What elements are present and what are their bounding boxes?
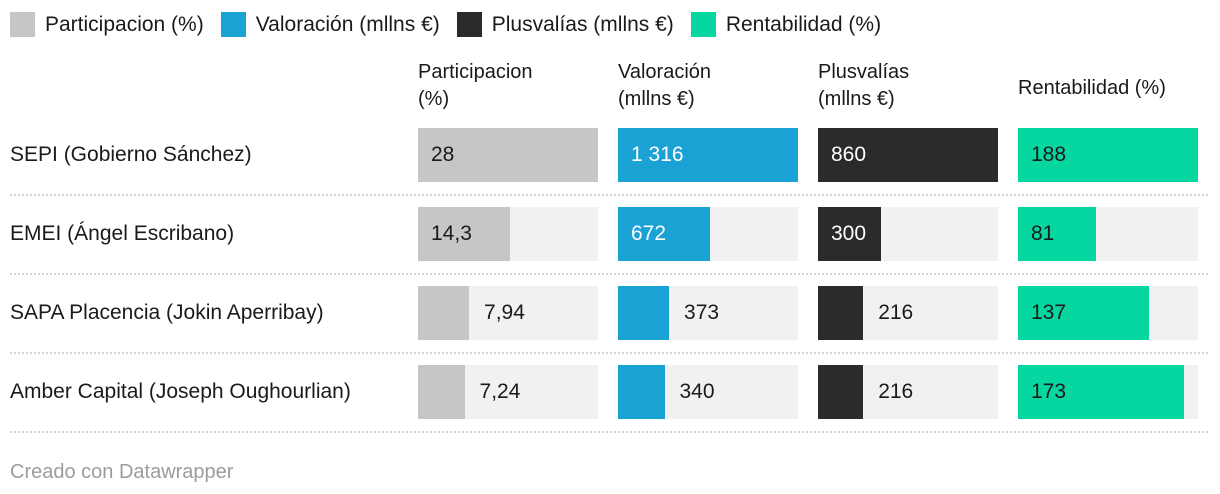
legend-item-valoracion: Valoración (mllns €) — [220, 12, 440, 37]
legend: Participacion (%) Valoración (mllns €) P… — [10, 10, 1208, 43]
bar-fill — [418, 207, 510, 261]
bar-fill — [818, 365, 864, 419]
bar-participacion: 28 — [418, 128, 598, 182]
bar-fill — [1018, 128, 1198, 182]
footer-credit: Creado con Datawrapper — [10, 461, 1208, 484]
legend-swatch-green — [690, 12, 716, 37]
bar-value: 300 — [831, 222, 867, 245]
bar-value: 216 — [878, 301, 914, 324]
legend-label: Rentabilidad (%) — [725, 12, 882, 36]
table-row: SEPI (Gobierno Sánchez) 28 1 316 860 188 — [10, 117, 1208, 196]
column-header-rentabilidad: Rentabilidad (%) — [1018, 76, 1166, 99]
legend-label: Valoración (mllns €) — [255, 12, 440, 36]
bar-fill — [418, 128, 598, 182]
legend-item-participacion: Participacion (%) — [10, 12, 204, 37]
legend-swatch-dark — [456, 12, 482, 37]
column-header-plusvalias: Plusvalías (mllns €) — [818, 61, 910, 110]
bar-fill — [1018, 207, 1096, 261]
bar-valoracion: 340 — [618, 365, 798, 419]
legend-label: Plusvalías (mllns €) — [491, 12, 674, 36]
bar-value: 860 — [831, 143, 867, 166]
bar-valoracion: 1 316 — [618, 128, 798, 182]
bar-fill — [618, 365, 665, 419]
bar-rentabilidad: 137 — [1018, 286, 1198, 340]
bar-valoracion: 373 — [618, 286, 798, 340]
legend-item-plusvalias: Plusvalías (mllns €) — [456, 12, 674, 37]
bar-participacion: 7,94 — [418, 286, 598, 340]
column-header-valoracion: Valoración (mllns €) — [618, 61, 712, 110]
bar-participacion: 7,24 — [418, 365, 598, 419]
bar-fill — [818, 286, 864, 340]
legend-item-rentabilidad: Rentabilidad (%) — [690, 12, 882, 37]
bar-rentabilidad: 173 — [1018, 365, 1198, 419]
bar-rentabilidad: 81 — [1018, 207, 1198, 261]
bar-value: 81 — [1031, 222, 1055, 245]
legend-label: Participacion (%) — [45, 12, 204, 36]
bar-fill — [418, 286, 470, 340]
bar-rentabilidad: 188 — [1018, 128, 1198, 182]
row-label: SEPI (Gobierno Sánchez) — [10, 143, 252, 166]
bar-value: 340 — [679, 380, 715, 403]
bar-value: 1 316 — [631, 143, 684, 166]
bar-value: 373 — [684, 301, 720, 324]
legend-swatch-gray — [10, 12, 35, 37]
bar-fill — [818, 128, 998, 182]
bar-value: 216 — [878, 380, 914, 403]
bar-plusvalias: 216 — [818, 286, 998, 340]
bar-fill — [618, 286, 670, 340]
table-row: SAPA Placencia (Jokin Aperribay) 7,94 37… — [10, 275, 1208, 354]
bar-value: 137 — [1031, 301, 1067, 324]
bar-fill — [618, 207, 710, 261]
row-label: SAPA Placencia (Jokin Aperribay) — [10, 301, 324, 324]
bar-value: 672 — [631, 222, 667, 245]
legend-swatch-blue — [220, 12, 246, 37]
row-label: Amber Capital (Joseph Oughourlian) — [10, 380, 351, 403]
bar-plusvalias: 860 — [818, 128, 998, 182]
bar-fill — [818, 207, 881, 261]
datawrapper-credit-link[interactable]: Creado con Datawrapper — [10, 461, 234, 483]
bar-valoracion: 672 — [618, 207, 798, 261]
bar-value: 188 — [1031, 143, 1067, 166]
bar-value: 7,24 — [479, 380, 521, 403]
bar-fill — [618, 128, 798, 182]
column-header-participacion: Participacion (%) — [418, 61, 533, 110]
table-row: EMEI (Ángel Escribano) 14,3 672 300 81 — [10, 196, 1208, 275]
bar-value: 28 — [431, 143, 455, 166]
bar-plusvalias: 300 — [818, 207, 998, 261]
table-row: Amber Capital (Joseph Oughourlian) 7,24 … — [10, 354, 1208, 433]
bar-participacion: 14,3 — [418, 207, 598, 261]
bar-value: 173 — [1031, 380, 1067, 403]
row-label: EMEI (Ángel Escribano) — [10, 222, 235, 245]
bar-fill — [418, 365, 465, 419]
column-headers: Participacion (%) Valoración (mllns €) P… — [10, 59, 1208, 117]
bar-value: 14,3 — [431, 222, 472, 245]
bar-plusvalias: 216 — [818, 365, 998, 419]
bar-value: 7,94 — [484, 301, 525, 324]
bar-fill — [1018, 286, 1150, 340]
bar-fill — [1018, 365, 1184, 419]
